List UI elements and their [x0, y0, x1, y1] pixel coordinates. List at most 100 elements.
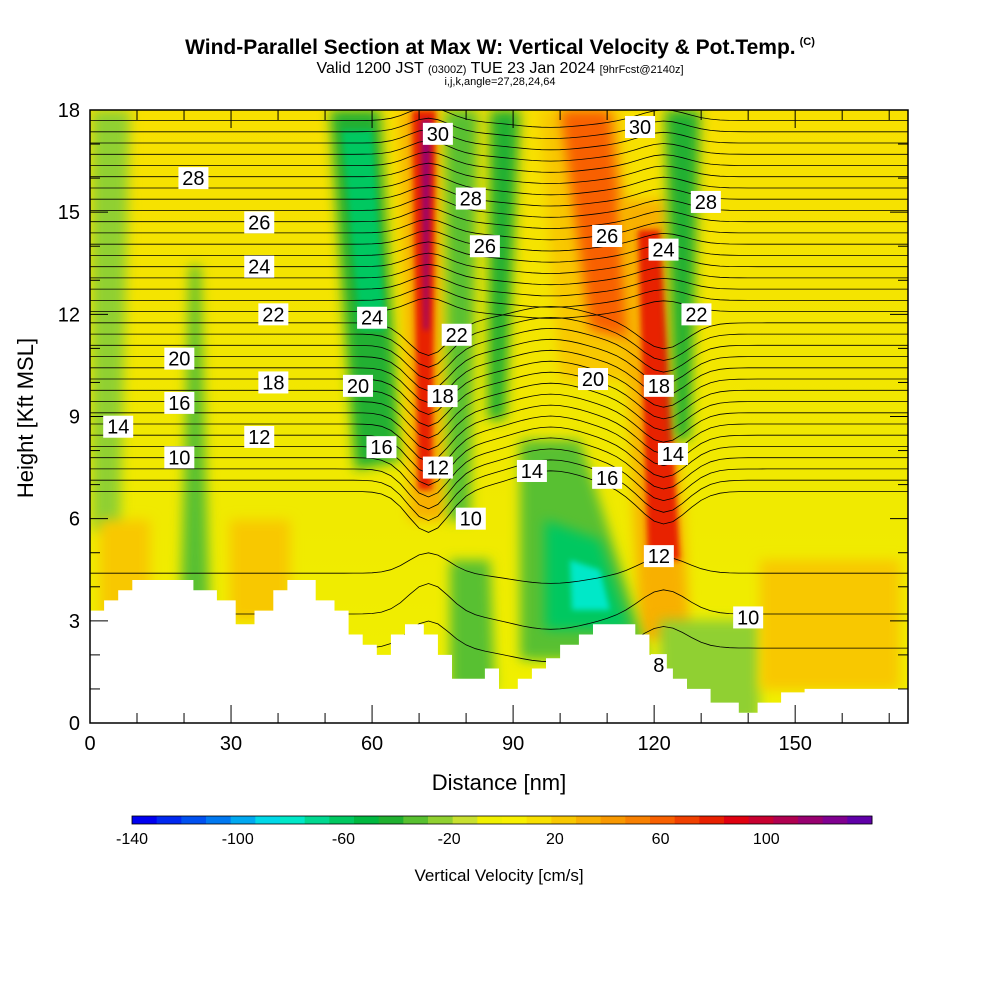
subtitle-forecast: [9hrFcst@2140z] — [599, 64, 684, 76]
contour-label-bg — [103, 415, 134, 438]
contour-label-bg — [342, 374, 373, 397]
theta-line-5 — [90, 415, 908, 474]
contour-label-text: 24 — [361, 308, 383, 330]
contour-label-28: 28 — [178, 167, 209, 190]
theta-line-19 — [90, 263, 908, 286]
contour-labels: 8 10 10 10 12 12 12 14 14 14 16 16 16 18 18 18 20 20 20 22 2… — [103, 116, 764, 677]
contour-label-14: 14 — [516, 459, 547, 483]
colorbar-swatch — [477, 816, 503, 824]
chart-subtitle-indices: i,j,k,angle=27,28,24,64 — [444, 76, 556, 88]
contour-label-24: 24 — [648, 238, 679, 262]
y-tick-label: 9 — [69, 407, 80, 429]
subtitle-utc: (0300Z) — [427, 64, 467, 76]
colorbar-swatch — [576, 816, 602, 824]
contour-label-text: 24 — [652, 240, 674, 262]
colorbar-swatch — [403, 816, 429, 824]
theta-line-15 — [90, 306, 908, 356]
contour-label-bg — [164, 446, 195, 469]
contour-label-bg — [592, 225, 623, 248]
theta-line-7 — [90, 393, 908, 451]
contour-label-bg — [427, 385, 458, 408]
x-tick-label: 30 — [220, 733, 242, 755]
colorbar-swatch — [773, 816, 799, 824]
theta-contours — [90, 110, 908, 663]
colorbar-swatch — [502, 816, 528, 824]
colorbar-swatch — [699, 816, 725, 824]
contour-label-22: 22 — [258, 303, 289, 326]
contour-label-26: 26 — [469, 235, 500, 258]
contour-label-bg — [643, 545, 674, 568]
contour-label-bg — [244, 211, 275, 234]
contour-label-bg — [648, 238, 679, 261]
theta-line-9 — [90, 371, 908, 427]
contour-label-text: 10 — [460, 509, 482, 531]
contour-label-text: 20 — [347, 376, 369, 398]
x-tick-label: 90 — [502, 733, 524, 755]
colorbar-tick-label: 100 — [753, 831, 780, 848]
colorbar-swatch — [600, 816, 626, 824]
y-tick-label: 12 — [58, 304, 80, 326]
contour-label-text: 14 — [521, 461, 543, 483]
theta-low-line-2 — [90, 552, 908, 584]
contour-label-12: 12 — [643, 545, 674, 568]
contour-label-text: 18 — [648, 376, 670, 398]
contour-label-30: 30 — [625, 116, 656, 139]
contour-label-text: 26 — [474, 236, 496, 258]
theta-line-13 — [90, 327, 908, 380]
contour-label-18: 18 — [258, 371, 289, 394]
colorbar-swatch — [724, 816, 750, 824]
chart-subtitle: Valid 1200 JST (0300Z) TUE 23 Jan 2024 [… — [0, 60, 1000, 78]
contour-label-10: 10 — [164, 446, 195, 469]
y-axis-title: Height [Kft MSL] — [13, 338, 38, 498]
y-tick-label: 6 — [69, 509, 80, 531]
theta-line-11 — [90, 349, 908, 404]
subtitle-date: TUE 23 Jan 2024 — [470, 60, 596, 77]
contour-label-bg — [643, 374, 674, 397]
colorbar-swatch — [428, 816, 454, 824]
contour-label-text: 26 — [596, 226, 618, 248]
contour-label-text: 12 — [248, 427, 270, 449]
x-tick-label: 0 — [84, 733, 95, 755]
velocity-plume-21 — [760, 560, 900, 690]
contour-label-text: 12 — [648, 546, 670, 568]
colorbar-swatch — [255, 816, 281, 824]
theta-line-1 — [90, 459, 908, 522]
contour-label-bg — [592, 466, 623, 489]
colorbar-tick-label: -140 — [116, 831, 148, 848]
contour-label-24: 24 — [244, 255, 275, 279]
theta-line-21 — [90, 241, 908, 263]
contour-label-16: 16 — [164, 391, 195, 415]
contour-label-text: 24 — [248, 257, 270, 279]
contour-label-text: 22 — [685, 304, 707, 326]
chart-title-mark: (C) — [799, 36, 815, 48]
y-tick-label: 15 — [58, 202, 80, 224]
velocity-plume-17 — [450, 560, 495, 690]
contour-label-text: 22 — [446, 325, 468, 347]
colorbar-swatch — [650, 816, 676, 824]
colorbar-swatch — [304, 816, 330, 824]
theta-line-27 — [90, 173, 908, 196]
theta-line-25 — [90, 196, 908, 218]
contour-label-22: 22 — [681, 303, 712, 326]
velocity-plume-3 — [342, 130, 385, 330]
contour-label-bg — [650, 654, 667, 677]
theta-line-17 — [90, 286, 908, 308]
contour-label-bg — [357, 306, 388, 329]
contour-label-bg — [657, 442, 688, 465]
theta-line-31 — [90, 129, 908, 151]
theta-line-2 — [90, 448, 908, 510]
colorbar-tick-label: -60 — [332, 831, 355, 848]
contour-label-8: 8 — [650, 654, 667, 677]
contour-label-bg — [164, 391, 195, 414]
contour-label-text: 28 — [460, 189, 482, 211]
contour-label-text: 18 — [431, 386, 453, 408]
contour-label-bg — [469, 235, 500, 258]
colorbar-swatch — [378, 816, 404, 824]
velocity-plume-16 — [570, 560, 610, 610]
contour-label-text: 12 — [427, 458, 449, 480]
chart-title: Wind-Parallel Section at Max W: Vertical… — [0, 36, 1000, 60]
contour-label-bg — [455, 507, 486, 530]
contour-label-text: 10 — [168, 447, 190, 469]
theta-line-16 — [90, 297, 908, 319]
